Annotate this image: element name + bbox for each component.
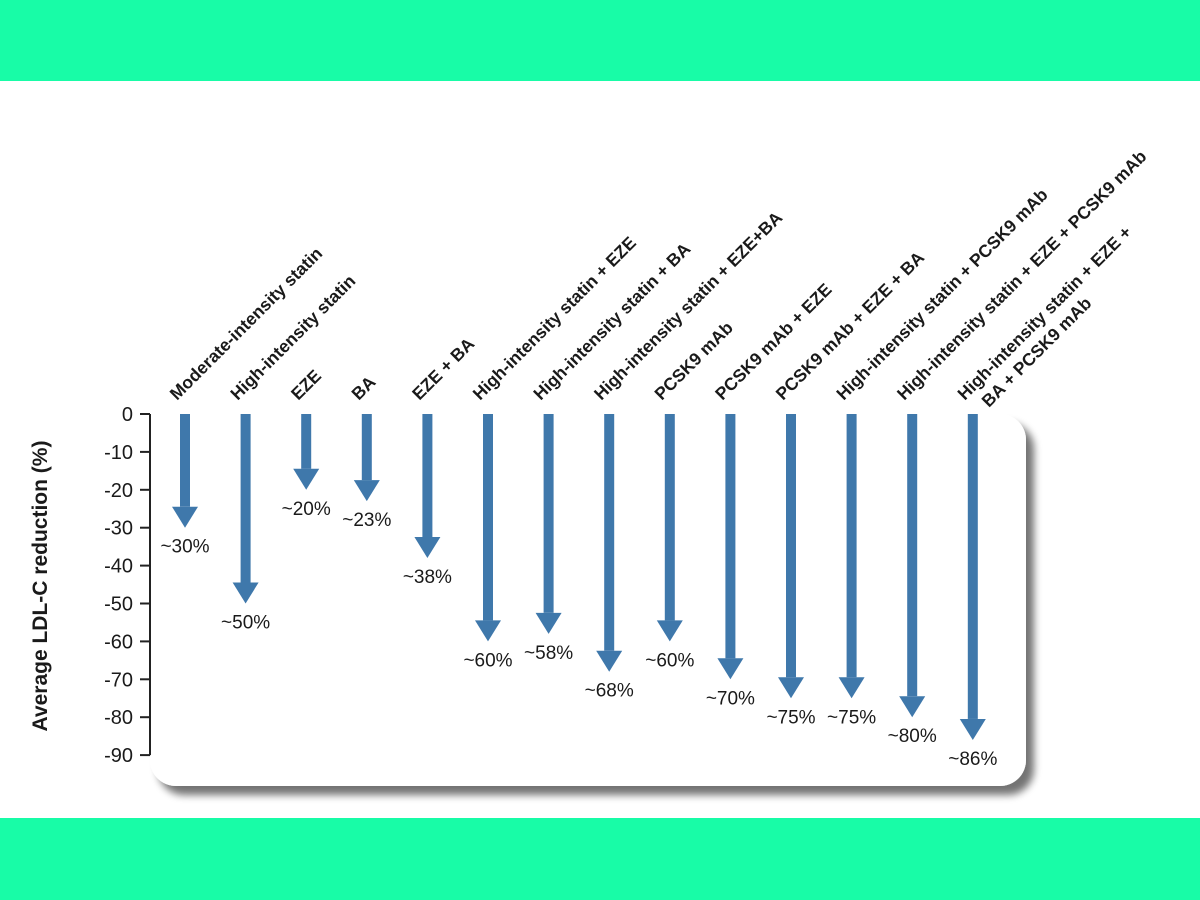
value-label: ~60% [645,650,694,671]
value-label: ~60% [463,650,512,671]
arrow-shaft [180,414,190,507]
value-label: ~70% [706,688,755,709]
arrow-head [596,650,623,672]
arrow-shaft [967,414,978,719]
chart-stage: 0 -10 -20 -30 -40 -50 -60 -70 -80 -90 Average LDL-… [0,81,1200,818]
arrow-shaft [907,414,918,697]
y-axis-title: Average LDL-C reduction (%) [29,441,52,732]
category-label-line: EZE [287,366,325,404]
arrow-shaft [786,414,796,678]
value-label: ~38% [403,567,452,588]
value-label: ~20% [282,499,331,520]
top-band [0,0,1200,81]
arrow-head [717,658,744,680]
value-label: ~75% [827,707,876,728]
category-label-line: BA [347,372,379,404]
arrow-head [232,582,259,604]
bottom-band [0,818,1200,900]
arrow-shaft [240,414,251,583]
arrow-head [172,506,198,528]
value-label: ~75% [766,707,815,728]
value-label: ~86% [948,749,997,770]
y-tick-label: -60 [104,631,133,653]
y-tick-label: -40 [104,556,133,578]
arrow-head [414,537,441,559]
arrow-head [353,480,380,502]
y-tick-label: -10 [104,442,133,464]
y-tick-label: -70 [104,669,133,691]
ldl-reduction-chart: 0 -10 -20 -30 -40 -50 -60 -70 -80 -90 Average LDL-… [29,146,1150,786]
y-tick-label: -80 [104,707,133,729]
value-label: ~58% [524,643,573,664]
arrow-head [475,620,501,642]
category-label-line: EZE + BA [408,333,478,403]
arrow-head [293,468,320,490]
arrow-head [959,718,986,740]
category-label: EZE + BA [408,333,478,403]
arrow-shaft [725,414,736,659]
y-tick-label: -50 [104,594,133,616]
arrow-head [656,620,683,642]
value-label: ~50% [221,613,270,634]
arrow-shaft [846,414,857,678]
arrow-shaft [301,414,312,469]
chart-panel [150,414,1026,786]
arrow-shaft [664,414,675,621]
value-label: ~68% [585,681,634,702]
arrow-head [778,677,804,699]
value-label: ~23% [342,510,391,531]
arrow-shaft [483,414,493,621]
arrow-shaft [543,414,554,613]
arrow-head [535,612,562,634]
arrow-shaft [604,414,615,651]
category-label: EZE [287,366,325,404]
y-tick-label: -20 [104,480,133,502]
value-label: ~30% [160,537,209,558]
arrow-shaft [361,414,372,481]
y-tick-label: -90 [104,745,133,767]
y-tick-label: 0 [122,404,133,426]
category-label-line: PCSK9 mAb + EZE [711,279,836,404]
arrow-head [838,677,865,699]
category-label: BA [347,372,379,404]
y-tick-label: -30 [104,518,133,540]
value-label: ~80% [888,726,937,747]
category-label: PCSK9 mAb + EZE [711,279,836,404]
arrow-head [899,696,926,718]
arrow-shaft [422,414,433,538]
